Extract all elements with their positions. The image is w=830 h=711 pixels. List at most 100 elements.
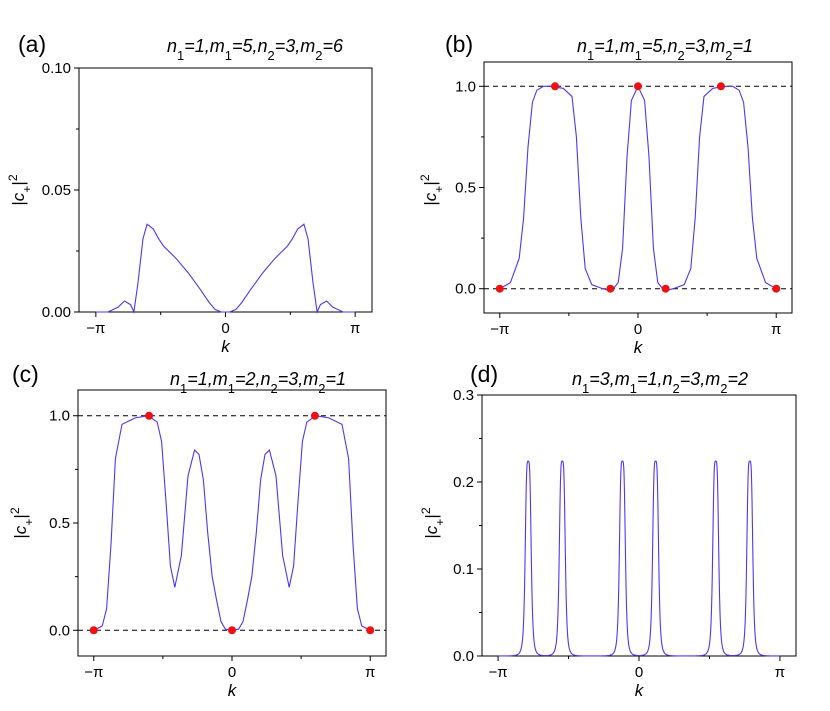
chart-title-part: n [261,369,271,389]
chart-title-part: =3, [680,369,706,389]
chart-panel-d: −π 0 π0.00.10.20.3(d) n1=3,m1=1,n2=3,m2=2k|… [419,361,797,700]
x-axis-label: k [228,681,238,700]
data-series-line [95,223,356,314]
chart-title-part: 1 [225,48,232,63]
chart-title-part: 2 [271,381,278,396]
chart-title-part: 1 [582,381,589,396]
chart-title-part: =1 [732,36,753,56]
data-point-marker [145,411,154,420]
plot-frame [481,394,797,657]
plot-frame [78,67,373,313]
data-point-marker [606,284,615,293]
y-axis-label-part: | [9,181,28,185]
y-tick-label: 0.00 [42,304,71,321]
y-tick-label: 0.1 [453,561,474,578]
y-axis-label-part: 2 [419,507,433,514]
data-point-marker [310,411,319,420]
y-axis-label-part: 2 [6,174,20,181]
y-axis-label-part: | [9,201,28,205]
chart-title-part: m [210,36,225,56]
chart-title: n1=3,m1=1,n2=3,m2=2 [572,369,748,396]
data-point-marker [89,626,98,635]
chart-title-part: m [620,36,635,56]
chart-title-part: =1, [184,36,210,56]
chart-title-part: m [705,369,720,389]
x-axis-label: k [635,681,645,700]
y-axis-label-part: | [421,181,440,185]
data-series-line [93,415,371,631]
panel-label: (d) [470,361,498,387]
chart-title-part: =5, [232,36,258,56]
chart-title-part: =2, [235,369,261,389]
y-tick-label: 0.5 [49,515,70,532]
y-axis-label: |c+|2 [6,174,34,206]
chart-title-part: =1 [325,369,346,389]
y-axis-label-part: | [422,534,441,538]
y-axis-label-part: c [9,192,28,201]
x-tick-label: π [771,321,781,338]
chart-title-part: m [615,369,630,389]
chart-title-part: n [170,369,180,389]
x-tick-label: π [350,320,360,337]
chart-title-part: n [663,369,673,389]
chart-panel-c: −π 0 π0.00.51.0(c) n1=1,m1=2,n2=3,m2=1k|c+|… [8,361,387,700]
y-axis-label-part: + [20,186,34,193]
chart-title-part: =6 [322,36,344,56]
chart-title-part: n [167,36,177,56]
y-axis-label-part: + [432,186,446,193]
x-tick-label: π [775,664,785,681]
data-point-marker [495,284,504,293]
chart-title-part: 2 [268,48,275,63]
chart-title-part: 2 [720,381,727,396]
chart-title-part: =2 [727,369,748,389]
chart-title-part: m [303,369,318,389]
y-axis-label-part: c [11,525,30,534]
data-series-line [499,84,777,292]
y-tick-label: 0.3 [453,387,474,404]
x-tick-label: −π [86,320,105,337]
chart-title-part: 1 [228,381,235,396]
y-tick-label: 0.5 [455,180,476,197]
chart-title-part: 2 [725,48,732,63]
chart-title-part: 1 [630,381,637,396]
chart-title-part: =3, [685,36,711,56]
y-axis-label-part: c [421,192,440,201]
y-tick-label: 1.0 [455,78,476,95]
y-tick-label: 0.0 [453,648,474,665]
chart-title-part: =5, [642,36,668,56]
data-series-line [498,460,780,657]
chart-title-part: 1 [180,381,187,396]
chart-panel-a: −π 0 π0.000.050.10(a) n1=1,m1=5,n2=3,m2=6k|… [6,31,373,356]
chart-title-part: 2 [673,381,680,396]
panel-label: (b) [445,31,473,57]
y-axis-label-part: 2 [8,507,22,514]
chart-title-part: =1, [187,369,213,389]
x-tick-label: 0 [221,320,229,337]
panel-label: (c) [12,361,39,387]
y-tick-label: 1.0 [49,408,70,425]
chart-title-part: n [258,36,268,56]
y-axis-label-part: c [422,525,441,534]
chart-title-part: n [572,369,582,389]
chart-title-part: =1, [594,36,620,56]
chart-title-part: =3, [275,36,301,56]
x-tick-label: −π [84,664,103,681]
data-point-marker [634,82,642,91]
y-axis-label-part: | [422,514,441,518]
chart-title-part: n [668,36,678,56]
chart-title-part: 2 [318,381,325,396]
y-axis-label: |c+|2 [419,507,447,539]
data-point-marker [661,284,670,293]
chart-title-part: 1 [587,48,594,63]
x-axis-label: k [221,337,231,356]
chart-title-part: 2 [315,48,322,63]
y-tick-label: 0.2 [453,474,474,491]
chart-title-part: 1 [177,48,184,63]
y-axis-label-part: | [11,514,30,518]
x-tick-label: π [365,664,375,681]
data-point-marker [228,626,236,635]
chart-title-part: m [213,369,228,389]
chart-title-part: m [710,36,725,56]
y-tick-label: 0.0 [455,281,476,298]
